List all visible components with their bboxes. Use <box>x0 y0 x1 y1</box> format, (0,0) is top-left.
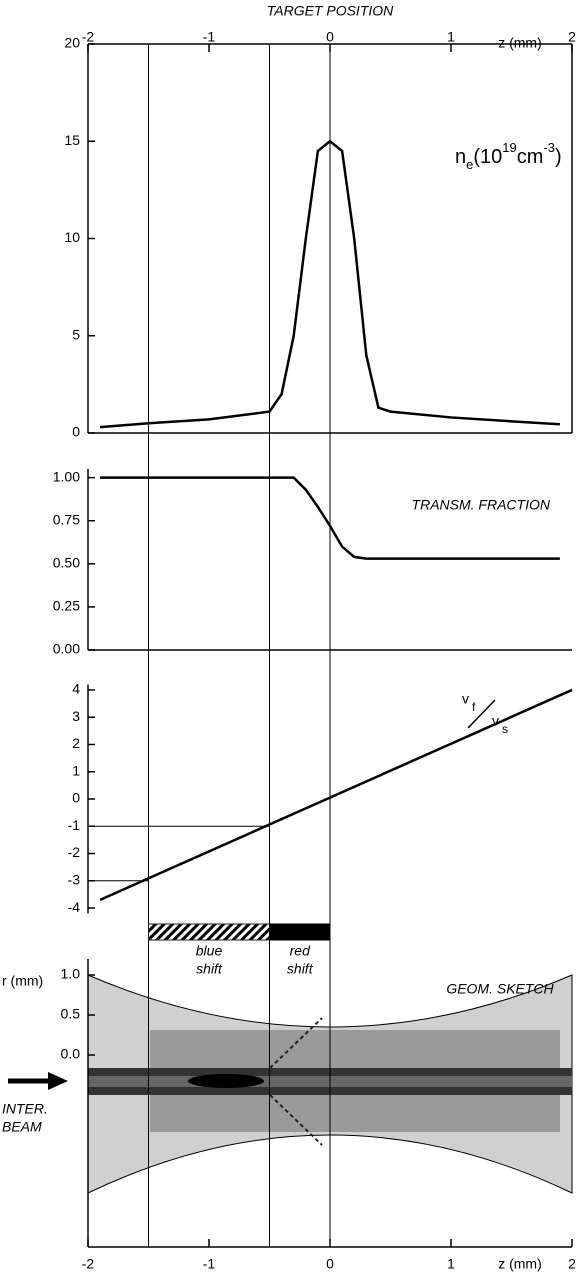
y-tick-label: 0 <box>72 424 80 440</box>
y-tick-label: 0.5 <box>61 1006 81 1022</box>
shift-band <box>269 923 331 941</box>
y-tick-label: -3 <box>68 871 81 887</box>
y-tick-label: 4 <box>72 681 80 697</box>
x-tick-label: -2 <box>82 29 95 45</box>
y-axis-label: r (mm) <box>2 973 43 989</box>
band-label: shift <box>287 961 314 977</box>
vf-vs-label: v f v s <box>462 691 508 736</box>
x-tick-label: 0 <box>326 1256 334 1272</box>
dashed-edge <box>269 1017 323 1146</box>
data-line <box>100 476 560 560</box>
y-tick-label: -4 <box>68 899 81 915</box>
arrow-head <box>48 1072 68 1090</box>
y-tick-label: 0.50 <box>53 555 80 571</box>
x-axis-label: z (mm) <box>498 35 542 51</box>
y-tick-label: -1 <box>68 817 81 833</box>
y-tick-label: 15 <box>64 132 80 148</box>
x-tick-label: 1 <box>447 1256 455 1272</box>
band-label: shift <box>196 961 223 977</box>
label-part: s <box>502 722 508 736</box>
geom-sketch <box>8 974 573 1194</box>
y-tick-label: -2 <box>68 844 81 860</box>
annotation: TRANSM. FRACTION <box>412 497 551 513</box>
y-tick-label: 5 <box>72 326 80 342</box>
label-part: f <box>472 700 476 714</box>
y-tick-label: 1.0 <box>61 966 81 982</box>
label-part: -3 <box>543 140 555 155</box>
x-tick-label: 1 <box>447 29 455 45</box>
label-part: ) <box>555 146 562 168</box>
y-tick-label: 2 <box>72 735 80 751</box>
data-line <box>99 139 560 429</box>
y-tick-label: 1.00 <box>53 468 80 484</box>
band-label: red <box>290 943 311 959</box>
beam-label: INTER. <box>2 1101 48 1117</box>
x-tick-label: -1 <box>203 1256 216 1272</box>
x-tick-label: -1 <box>203 29 216 45</box>
beam-label: BEAM <box>2 1119 42 1135</box>
y-tick-label: 0 <box>72 790 80 806</box>
y-tick-label: 0.00 <box>53 641 80 657</box>
label-part: v <box>492 713 499 729</box>
x-tick-label: -2 <box>82 1256 95 1272</box>
label-part: v <box>462 691 469 707</box>
x-axis-label: z (mm) <box>498 1256 542 1272</box>
y-tick-label: 3 <box>72 708 80 724</box>
y-tick-label: 0.75 <box>53 511 80 527</box>
label-part: (10 <box>473 146 502 168</box>
data-line <box>99 688 573 902</box>
label-part: 19 <box>502 140 516 155</box>
y-tick-label: 1 <box>72 762 80 778</box>
x-tick-label: 2 <box>568 29 576 45</box>
shift-band <box>148 923 270 941</box>
top-axis-title: TARGET POSITION <box>267 3 394 19</box>
label-part: e <box>466 157 473 172</box>
blue-shift-zone <box>188 1074 264 1088</box>
y-tick-label: 0.0 <box>61 1046 81 1062</box>
y-tick-label: 0.25 <box>53 598 80 614</box>
y-tick-label: 20 <box>64 35 80 51</box>
y-tick-label: 10 <box>64 229 80 245</box>
label-part: cm <box>517 146 544 168</box>
label-part: n <box>455 146 466 168</box>
x-tick-label: 2 <box>568 1256 576 1272</box>
annotation: GEOM. SKETCH <box>446 981 554 997</box>
x-tick-label: 0 <box>326 29 334 45</box>
ne-label: ne(1019cm-3) <box>455 140 562 172</box>
fraction-slash <box>467 699 496 729</box>
band-label: blue <box>196 943 223 959</box>
